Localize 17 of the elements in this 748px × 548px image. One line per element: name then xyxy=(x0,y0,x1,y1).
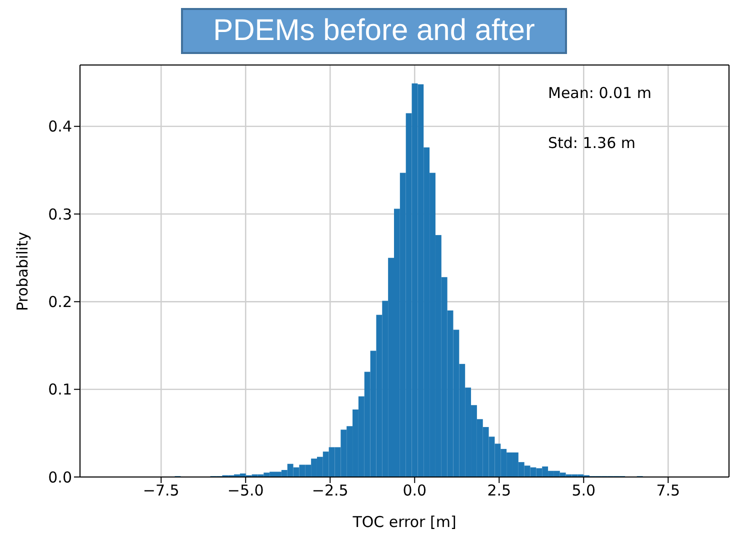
y-tick-label: 0.4 xyxy=(48,118,72,136)
chart-title: PDEMs before and after xyxy=(181,8,567,54)
y-axis-title: Probability xyxy=(13,232,32,311)
x-tick-label: 5.0 xyxy=(572,482,596,500)
annotation: Mean: 0.01 m xyxy=(548,84,652,102)
x-axis-title: TOC error [m] xyxy=(352,513,456,531)
x-tick-label: 0.0 xyxy=(402,482,427,500)
y-tick-label: 0.3 xyxy=(48,205,72,224)
y-tick-label: 0.0 xyxy=(48,468,72,486)
x-tick-label: 2.5 xyxy=(487,482,512,500)
y-tick-label: 0.2 xyxy=(48,293,72,312)
annotation: Std: 1.36 m xyxy=(548,134,636,152)
y-tick-label: 0.1 xyxy=(48,380,72,399)
x-tick-label: −5.0 xyxy=(227,482,264,500)
x-tick-label: −2.5 xyxy=(312,482,348,500)
x-tick-label: −7.5 xyxy=(142,482,180,500)
x-tick-label: 7.5 xyxy=(656,482,680,500)
